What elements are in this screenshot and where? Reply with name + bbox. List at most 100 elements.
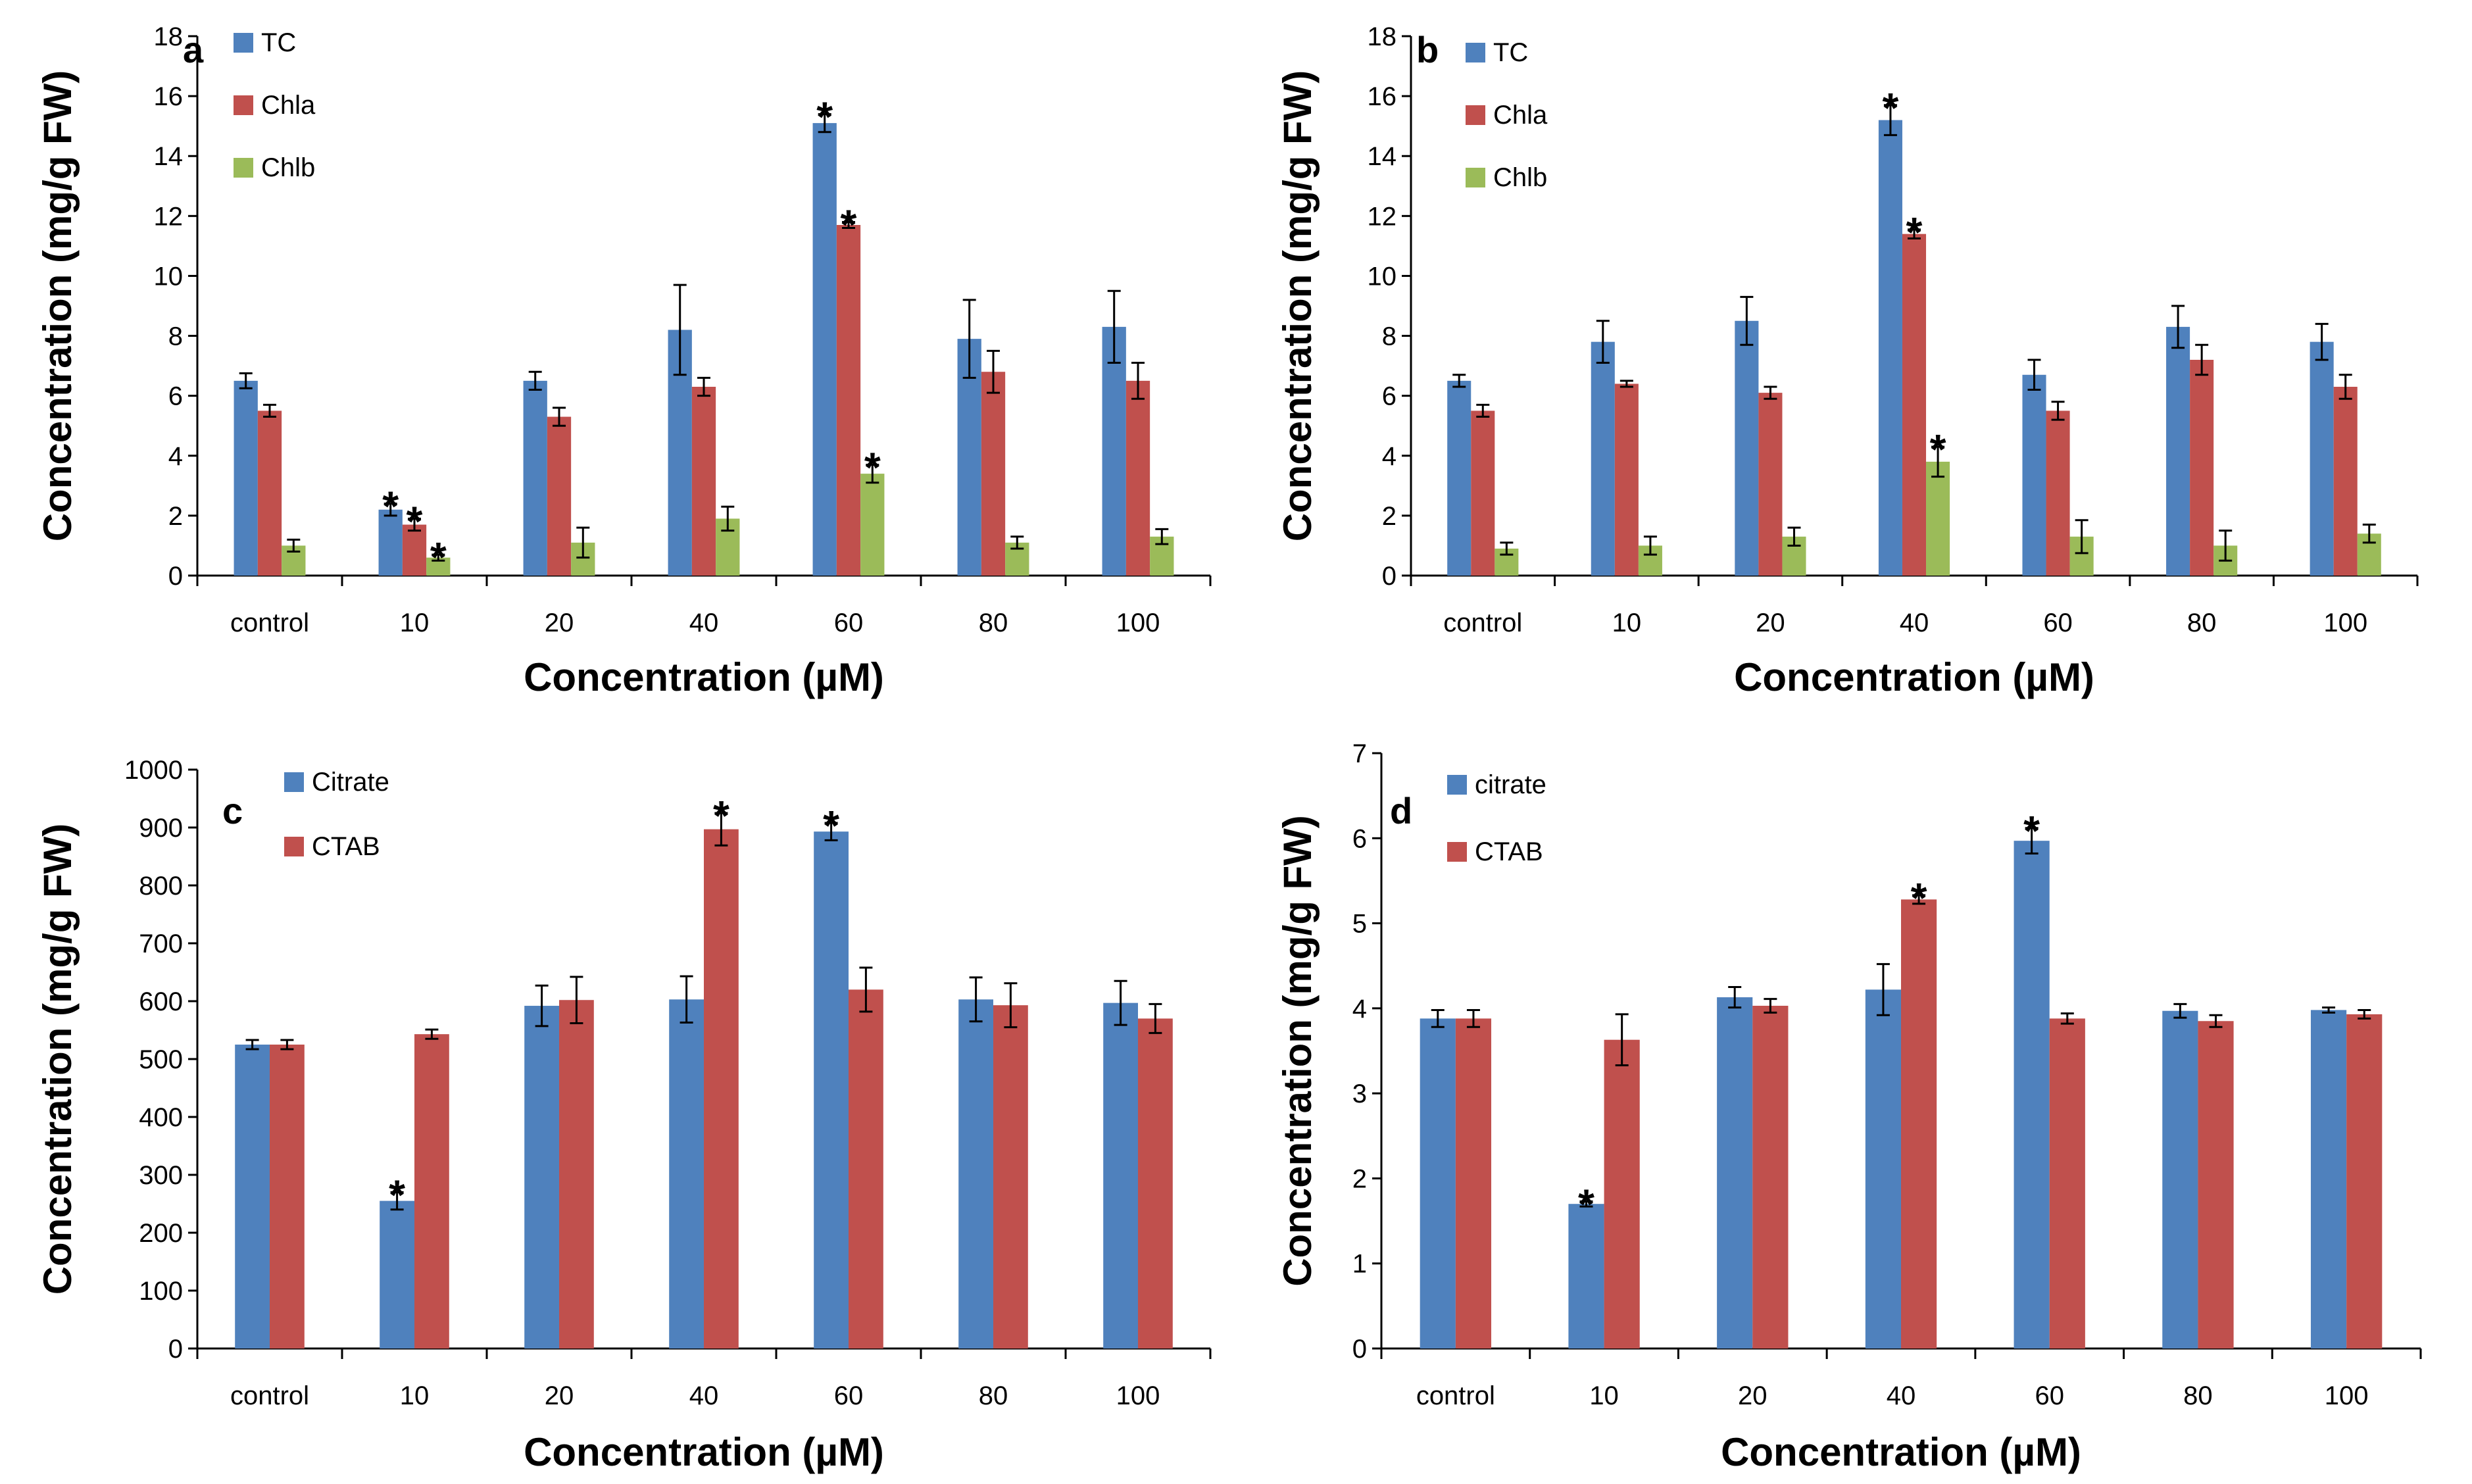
- x-tick-label: 40: [1887, 1381, 1916, 1410]
- bar-tc: [2310, 341, 2334, 576]
- y-tick-label: 4: [1382, 442, 1397, 471]
- bar-chla: [2333, 387, 2358, 576]
- bar-chlb: [1926, 461, 1950, 576]
- significance-star: *: [430, 533, 447, 581]
- y-tick-label: 2: [1352, 1164, 1367, 1193]
- bar-tc: [1878, 120, 1902, 576]
- x-axis-title: Concentration (µM): [1734, 655, 2094, 699]
- y-tick-label: 14: [1368, 142, 1397, 171]
- legend-label: TC: [261, 28, 296, 57]
- bar-chla: [691, 387, 716, 576]
- legend-label: Chlb: [1493, 163, 1547, 192]
- y-tick-label: 1000: [124, 756, 183, 785]
- bar-tc: [378, 509, 403, 576]
- significance-star: *: [816, 93, 833, 140]
- bar-citrate: [1568, 1204, 1604, 1348]
- y-tick-label: 18: [154, 22, 184, 51]
- y-tick-label: 6: [1382, 382, 1397, 411]
- bar-tc: [234, 380, 258, 576]
- x-tick-label: 60: [2035, 1381, 2064, 1410]
- panel-letter: a: [183, 29, 204, 70]
- y-tick-label: 0: [1382, 562, 1397, 591]
- y-tick-label: 10: [154, 262, 184, 291]
- legend-label: citrate: [1475, 770, 1546, 799]
- y-tick-label: 8: [1382, 322, 1397, 351]
- y-tick-label: 600: [139, 987, 183, 1016]
- bar-citrate: [2014, 841, 2050, 1348]
- y-tick-label: 16: [154, 82, 184, 111]
- y-tick-label: 900: [139, 814, 183, 843]
- bar-citrate: [1103, 1002, 1138, 1348]
- legend-label: CTAB: [312, 832, 380, 861]
- x-axis-title: Concentration (µM): [1721, 1430, 2081, 1474]
- significance-star: *: [1906, 209, 1923, 256]
- bar-chla: [981, 372, 1006, 576]
- bar-citrate: [814, 831, 849, 1348]
- x-tick-label: 10: [1589, 1381, 1619, 1410]
- significance-star: *: [2023, 807, 2040, 854]
- x-tick-label: 100: [2323, 608, 2367, 637]
- y-tick-label: 4: [1352, 995, 1367, 1024]
- significance-star: *: [1578, 1180, 1594, 1227]
- bar-chla: [547, 416, 572, 576]
- y-tick-label: 6: [1352, 824, 1367, 853]
- legend-swatch-chla: [1466, 105, 1485, 125]
- legend-swatch-chlb: [1466, 168, 1485, 187]
- significance-star: *: [382, 483, 399, 530]
- bar-chla: [1902, 234, 1927, 576]
- y-tick-label: 7: [1352, 739, 1367, 768]
- y-tick-label: 10: [1368, 262, 1397, 291]
- y-tick-label: 1: [1352, 1250, 1367, 1279]
- chart-panel-c: 0 100 200 300 400 500 600 700 800 900 1000 control 1…: [36, 756, 1212, 1474]
- x-tick-label: 100: [1116, 1381, 1160, 1410]
- bar-ctab: [1752, 1005, 1789, 1348]
- legend-swatch-ctab: [1447, 842, 1467, 862]
- bar-chla: [1125, 380, 1150, 576]
- legend-swatch-tc: [234, 33, 253, 53]
- bar-chla: [2046, 410, 2070, 576]
- x-tick-label: 100: [2325, 1381, 2369, 1410]
- bar-chla: [257, 410, 282, 576]
- bar-ctab: [270, 1045, 305, 1348]
- bar-ctab: [559, 1000, 594, 1348]
- y-tick-label: 100: [139, 1277, 183, 1306]
- legend-label: Chla: [1493, 101, 1548, 130]
- bar-chla: [1471, 410, 1495, 576]
- x-tick-label: 10: [1612, 608, 1642, 637]
- x-tick-label: control: [1443, 608, 1522, 637]
- bar-ctab: [1138, 1018, 1173, 1348]
- x-tick-label: 60: [834, 608, 864, 637]
- bar-tc: [523, 380, 547, 576]
- significance-star: *: [1930, 426, 1946, 473]
- bar-tc: [1591, 341, 1615, 576]
- legend-swatch-chlb: [234, 158, 253, 178]
- x-axis-title: Concentration (µM): [524, 655, 884, 699]
- y-tick-label: 12: [154, 202, 184, 231]
- bar-citrate: [669, 999, 704, 1348]
- bar-ctab: [849, 989, 883, 1348]
- x-tick-label: 100: [1116, 608, 1160, 637]
- y-tick-label: 2: [168, 502, 183, 531]
- y-tick-label: 2: [1382, 502, 1397, 531]
- y-tick-label: 0: [168, 562, 183, 591]
- x-tick-label: 20: [1738, 1381, 1767, 1410]
- x-tick-label: 80: [979, 1381, 1008, 1410]
- x-tick-label: 80: [2183, 1381, 2213, 1410]
- y-tick-label: 16: [1368, 82, 1397, 111]
- x-tick-label: 20: [545, 608, 574, 637]
- chart-panel-b: 0 2 4 6 8 10 12 14 16 18 control 10 20 40 60 80 100 * * * TC…: [1275, 22, 2419, 699]
- bar-tc: [2166, 326, 2190, 576]
- x-tick-label: 80: [2187, 608, 2217, 637]
- y-tick-label: 400: [139, 1103, 183, 1132]
- bar-chla: [1614, 383, 1639, 576]
- bar-tc: [812, 123, 837, 576]
- bar-citrate: [2310, 1010, 2347, 1348]
- bar-ctab: [414, 1034, 449, 1348]
- legend-swatch-tc: [1466, 43, 1485, 62]
- legend-swatch-chla: [234, 95, 253, 115]
- legend-label: Chla: [261, 91, 316, 120]
- x-tick-label: 20: [545, 1381, 574, 1410]
- significance-star: *: [1882, 84, 1898, 132]
- chart-panel-d: 0 1 2 3 4 5 6 7 control 10 20 40 60 80 100 * * * citrate CT…: [1275, 739, 2422, 1474]
